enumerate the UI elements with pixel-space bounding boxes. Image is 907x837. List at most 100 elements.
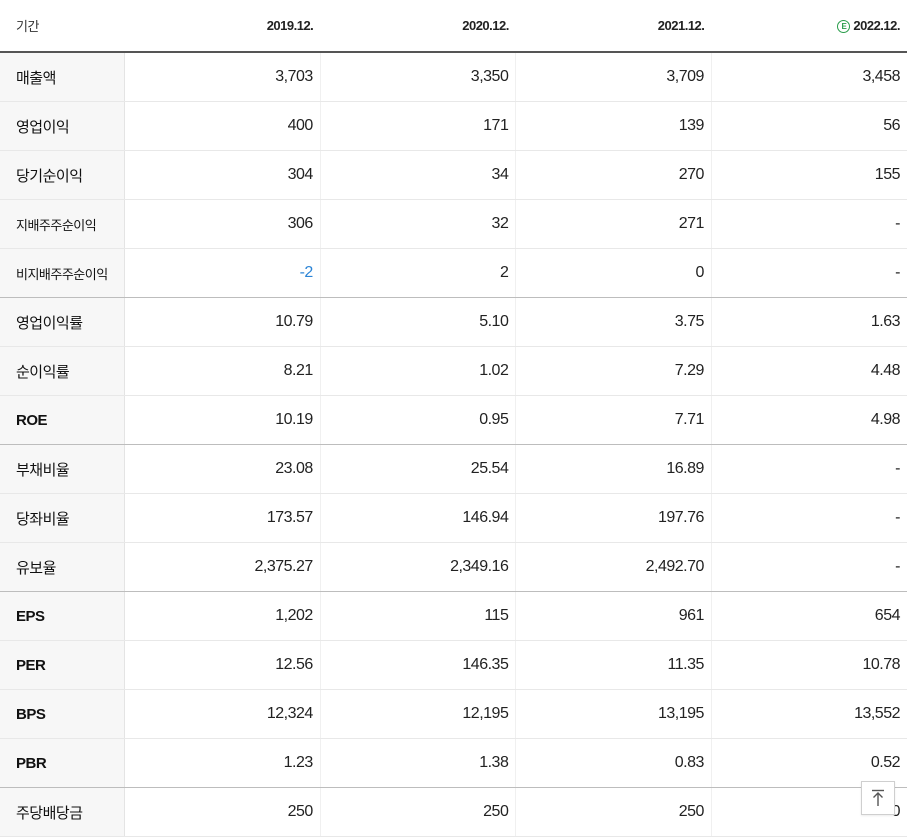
period-header-2019: 2019.12. [124,0,321,53]
row-label-noncontrolling-net-income: 비지배주주순이익 [0,248,126,298]
table-cell: 115 [320,591,517,641]
table-cell: 155 [711,150,907,200]
table-cell: 3,458 [711,52,907,102]
period-label-header: 기간 [0,0,125,53]
table-row: 영업이익 400 171 139 56 [0,101,907,151]
table-cell: 7.29 [515,346,712,396]
table-cell: 11.35 [515,640,712,690]
table-cell: 3.75 [515,297,712,347]
table-cell: 1.02 [320,346,517,396]
table-cell: - [711,248,907,298]
table-cell: 16.89 [515,444,712,494]
table-cell: 10.79 [124,297,321,347]
table-cell: 3,709 [515,52,712,102]
row-label-net-margin: 순이익률 [0,346,126,396]
table-cell: 3,703 [124,52,321,102]
table-cell: 23.08 [124,444,321,494]
table-row: 당좌비율 173.57 146.94 197.76 - [0,493,907,543]
table-cell: 5.10 [320,297,517,347]
table-cell: - [711,444,907,494]
table-cell: 25.54 [320,444,517,494]
table-cell: 56 [711,101,907,151]
table-row: 순이익률 8.21 1.02 7.29 4.48 [0,346,907,396]
row-label-per: PER [0,640,126,690]
table-cell: 146.35 [320,640,517,690]
row-label-debt-ratio: 부채비율 [0,444,126,494]
row-label-roe: ROE [0,395,126,445]
table-row: EPS 1,202 115 961 654 [0,591,907,641]
table-cell: - [711,199,907,249]
table-cell: 7.71 [515,395,712,445]
table-row: 영업이익률 10.79 5.10 3.75 1.63 [0,297,907,347]
table-cell: 139 [515,101,712,151]
table-row: 지배주주순이익 306 32 271 - [0,199,907,249]
table-cell: 0.52 [711,738,907,788]
table-cell: 400 [124,101,321,151]
table-cell: 2,492.70 [515,542,712,592]
period-header-2020: 2020.12. [320,0,516,53]
arrow-up-to-top-icon [872,789,884,806]
scroll-to-top-button[interactable] [861,781,895,815]
period-text: 2022.12. [853,18,900,33]
table-cell: 0.95 [320,395,517,445]
table-cell: 146.94 [320,493,517,543]
table-cell: 34 [320,150,517,200]
table-cell: 12.56 [124,640,321,690]
row-label-dividend-per-share: 주당배당금 [0,787,126,837]
table-cell: 197.76 [515,493,712,543]
table-cell: 270 [515,150,712,200]
table-cell: 1.38 [320,738,517,788]
table-cell: 0.83 [515,738,712,788]
table-row: ROE 10.19 0.95 7.71 4.98 [0,395,907,445]
table-cell: 173.57 [124,493,321,543]
table-cell: 304 [124,150,321,200]
table-cell: 1.23 [124,738,321,788]
table-cell: 271 [515,199,712,249]
period-text: 2021.12. [657,18,705,33]
table-cell: 12,324 [124,689,321,739]
table-cell: 8.21 [124,346,321,396]
header-row: 기간 2019.12. 2020.12. 2021.12. E 2022.12. [0,0,907,53]
table-cell: 3,350 [320,52,517,102]
table-cell: 961 [515,591,712,641]
row-label-pbr: PBR [0,738,126,788]
table-row: BPS 12,324 12,195 13,195 13,552 [0,689,907,739]
table-cell: - [711,493,907,543]
table-cell: 2,349.16 [320,542,517,592]
table-row: PBR 1.23 1.38 0.83 0.52 [0,738,907,788]
row-label-reserve-ratio: 유보율 [0,542,126,592]
table-row: 당기순이익 304 34 270 155 [0,150,907,200]
row-label-operating-profit: 영업이익 [0,101,126,151]
table-cell: 250 [124,787,321,837]
row-label-net-income: 당기순이익 [0,150,126,200]
table-row: 유보율 2,375.27 2,349.16 2,492.70 - [0,542,907,592]
table-cell: 250 [515,787,712,837]
table-row: PER 12.56 146.35 11.35 10.78 [0,640,907,690]
table-cell: 171 [320,101,517,151]
table-cell: 12,195 [320,689,517,739]
row-label-bps: BPS [0,689,126,739]
row-label-eps: EPS [0,591,126,641]
table-cell: 1,202 [124,591,321,641]
table-cell: 13,195 [515,689,712,739]
row-label-operating-margin: 영업이익률 [0,297,126,347]
row-label-controlling-net-income: 지배주주순이익 [0,199,126,249]
table-cell: 4.98 [711,395,907,445]
table-cell: 1.63 [711,297,907,347]
table-cell: 306 [124,199,321,249]
table-row: 주당배당금 250 250 250 0 [0,787,907,837]
period-text: 2020.12. [462,18,509,33]
table-row: 부채비율 23.08 25.54 16.89 - [0,444,907,494]
table-cell: 4.48 [711,346,907,396]
table-cell: 654 [711,591,907,641]
row-label-quick-ratio: 당좌비율 [0,493,126,543]
table-cell: - [711,542,907,592]
table-row: 매출액 3,703 3,350 3,709 3,458 [0,52,907,102]
period-header-2021: 2021.12. [515,0,712,53]
table-cell: 2,375.27 [124,542,321,592]
table-cell: 2 [320,248,517,298]
table-cell-negative: -2 [124,248,321,298]
period-text: 2019.12. [266,18,314,33]
row-label-revenue: 매출액 [0,52,126,102]
